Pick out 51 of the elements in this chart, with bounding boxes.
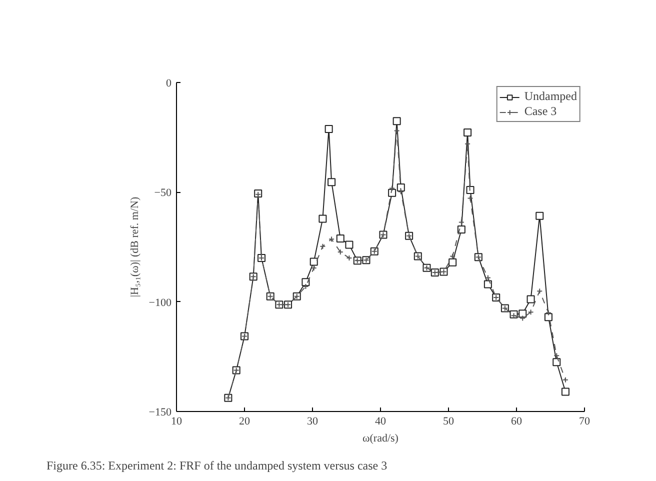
point bbox=[466, 186, 474, 194]
point bbox=[394, 128, 400, 134]
point bbox=[561, 388, 570, 396]
point bbox=[320, 243, 326, 250]
point bbox=[328, 178, 336, 186]
x-tick-label: 60 bbox=[511, 416, 522, 428]
point bbox=[464, 128, 472, 137]
point bbox=[562, 376, 568, 383]
point bbox=[450, 253, 456, 260]
point bbox=[398, 188, 404, 195]
point bbox=[389, 185, 396, 192]
y-tick-label: −50 bbox=[154, 187, 172, 200]
caption: Figure 6.35: Experiment 2: FRF of the undamped system versus case 3 bbox=[46, 458, 388, 472]
point bbox=[396, 184, 405, 192]
y-tick-label: 0 bbox=[166, 78, 172, 90]
point bbox=[464, 140, 471, 147]
legend-label: Undamped bbox=[524, 89, 577, 104]
point bbox=[536, 212, 544, 220]
point bbox=[536, 288, 543, 294]
x-tick-label: 30 bbox=[307, 416, 318, 428]
point bbox=[458, 219, 464, 226]
point bbox=[528, 309, 534, 316]
legend-label: Case 3 bbox=[524, 104, 557, 119]
point bbox=[310, 258, 318, 266]
y-tick-label: −150 bbox=[148, 406, 172, 418]
point bbox=[467, 195, 474, 202]
y-axis-title: |H₅,₁(ω)| (dB ref. m/N) bbox=[128, 196, 141, 298]
point bbox=[518, 310, 527, 318]
x-axis-title: ω(rad/s) bbox=[362, 432, 399, 444]
x-tick-label: 50 bbox=[443, 416, 454, 428]
point bbox=[545, 310, 552, 316]
x-tick-label: 20 bbox=[239, 416, 250, 428]
point bbox=[388, 188, 396, 197]
point bbox=[336, 234, 344, 242]
point bbox=[554, 352, 560, 359]
point bbox=[457, 225, 466, 234]
point bbox=[484, 280, 492, 288]
x-tick-label: 10 bbox=[171, 416, 182, 428]
point bbox=[392, 117, 401, 126]
point bbox=[318, 214, 327, 223]
point bbox=[448, 258, 457, 266]
point bbox=[324, 125, 333, 133]
point bbox=[544, 313, 552, 322]
x-tick-label: 70 bbox=[579, 416, 590, 428]
point bbox=[328, 236, 335, 242]
point bbox=[345, 240, 354, 249]
point bbox=[526, 295, 535, 304]
point bbox=[520, 315, 526, 322]
y-tick-label: −100 bbox=[148, 296, 172, 309]
x-tick-label: 40 bbox=[375, 416, 386, 428]
point bbox=[552, 358, 561, 366]
